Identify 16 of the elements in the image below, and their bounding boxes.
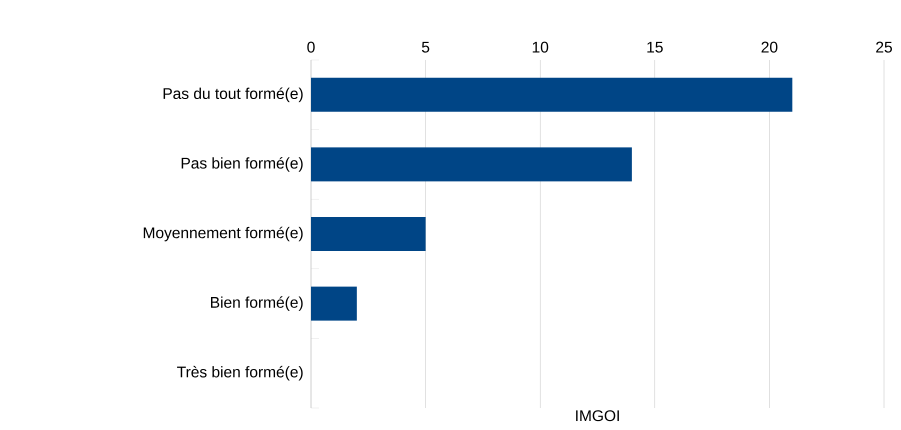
y-tick-label: Très bien formé(e) [177,366,303,381]
x-axis-title: IMGOI [576,410,619,422]
bar [311,286,357,321]
y-tick-label: Bien formé(e) [211,296,303,311]
bar [311,147,632,182]
bar [311,78,792,112]
x-tick-label: 20 [762,42,778,53]
x-tick-label: 25 [876,42,892,53]
x-tick-label: 0 [307,42,315,53]
y-tick-label: Moyennement formé(e) [144,226,303,242]
x-tick-label: 15 [647,42,663,53]
x-tick-label: 10 [532,42,548,53]
bar [311,217,426,252]
y-tick-label: Pas du tout formé(e) [164,87,303,102]
x-tick-label: 5 [422,42,430,53]
y-tick-label: Pas bien formé(e) [182,157,303,172]
